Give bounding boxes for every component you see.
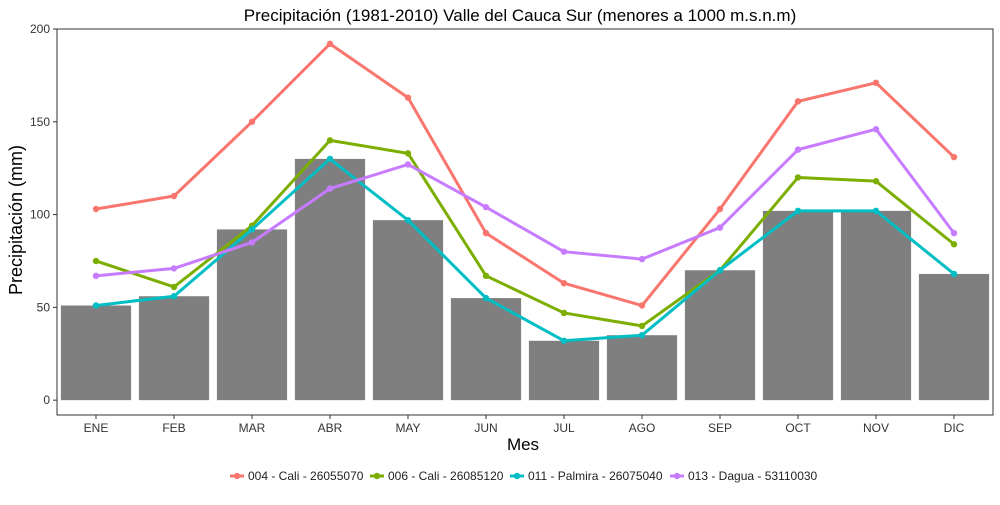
series-2-point-dic [950,241,958,248]
series-2-point-feb [170,283,178,291]
series-2-point-may [404,150,412,157]
series-1-point-jul [560,280,568,287]
legend: 004 - Cali - 26055070 006 - Cali - 260851… [230,469,818,483]
x-axis-title: Mes [507,435,539,454]
series-1-point-oct [794,98,802,105]
series-3-point-jun [482,294,490,302]
series-2-point-abr [326,137,334,144]
series-4-point-mar [248,239,256,246]
bar-ene [60,305,132,401]
plot-border [56,28,994,416]
series-2-point-ago [638,322,646,330]
x-tick-label-feb: FEB [162,421,185,435]
series-3-point-jul [560,337,568,344]
series-1-point-nov [872,79,880,87]
legend-label-2: 006 - Cali - 26085120 [388,469,504,483]
x-tick-label-abr: ABR [318,421,343,435]
bar-mar [216,229,288,401]
series-4-point-oct [794,146,802,153]
bar-feb [138,296,210,401]
series-3-point-dic [950,270,958,278]
series-1-point-dic [950,153,958,161]
series-4-point-feb [170,265,178,272]
series-4-point-sep [716,224,724,231]
series-2-point-jul [560,309,568,317]
series-3-point-sep [716,267,724,274]
series-2-point-jun [482,272,490,280]
legend-label-1: 004 - Cali - 26055070 [248,469,364,483]
series-2-point-oct [794,174,802,181]
y-tick-label: 200 [30,22,50,36]
series-4-point-nov [872,126,880,133]
series-1-point-abr [326,40,334,48]
series-3-point-feb [170,293,178,300]
y-tick-label: 100 [30,208,50,222]
x-tick-label-jul: JUL [553,421,575,435]
x-tick-label-mar: MAR [239,421,266,435]
bar-abr [294,158,366,401]
bar-may [372,220,444,401]
legend-key-point-1 [233,472,241,480]
legend-key-point-4 [673,472,681,480]
series-1-point-mar [248,118,256,125]
x-tick-label-ene: ENE [84,421,109,435]
x-tick-label-dic: DIC [944,421,965,435]
x-tick-label-ago: AGO [629,421,656,435]
series-1-point-sep [716,205,724,213]
y-tick-label: 0 [43,393,50,407]
bar-dic [918,273,990,401]
series-3-point-ene [92,302,100,309]
series-4-point-ene [92,272,100,280]
series-4-point-jun [482,203,490,211]
series-2-point-nov [872,177,880,185]
y-tick-label: 150 [30,115,50,129]
bar-jun [450,298,522,401]
x-tick-label-sep: SEP [708,421,732,435]
series-line-4 [94,127,956,278]
y-tick-label: 50 [37,300,51,314]
series-4-point-may [404,161,412,168]
series-2-point-ene [92,257,100,265]
x-tick-label-jun: JUN [474,421,497,435]
bar-oct [762,210,834,401]
bar-jul [528,340,600,401]
series-3-point-ago [638,332,646,339]
bar-sep [684,270,756,401]
x-tick-label-nov: NOV [863,421,889,435]
x-tick-label-may: MAY [395,421,420,435]
series-1-point-may [404,94,412,101]
legend-label-4: 013 - Dagua - 53110030 [688,469,818,483]
series-1-point-ene [92,205,100,213]
series-4-point-jul [560,248,568,255]
series-line-2 [94,138,956,328]
series-line-1 [94,42,956,308]
series-3-point-mar [248,226,256,233]
series-1-point-feb [170,192,178,200]
bar-nov [840,210,912,401]
legend-label-3: 011 - Palmira - 26075040 [528,469,663,483]
series-3-point-oct [794,207,802,215]
plot-area: 0 50 100 150 200 ENE FEB MAR ABR MAY JUN JUL AGO SEP O… [30,22,994,435]
chart-title: Precipitación (1981-2010) Valle del Cauc… [244,6,796,25]
legend-key-point-3 [513,472,521,480]
bar-ago [606,335,678,401]
series-4-point-ago [638,255,646,263]
series-1-point-ago [638,302,646,309]
series-4-point-abr [326,185,334,192]
x-tick-label-oct: OCT [785,421,811,435]
series-3-point-may [404,216,412,224]
series-3-point-abr [326,155,334,163]
series-1-point-jun [482,229,490,237]
series-line-3 [94,157,956,343]
y-axis-title: Precipitación (mm) [6,145,26,295]
legend-key-point-2 [373,472,381,480]
series-3-point-nov [872,207,880,215]
series-4-point-dic [950,229,958,237]
